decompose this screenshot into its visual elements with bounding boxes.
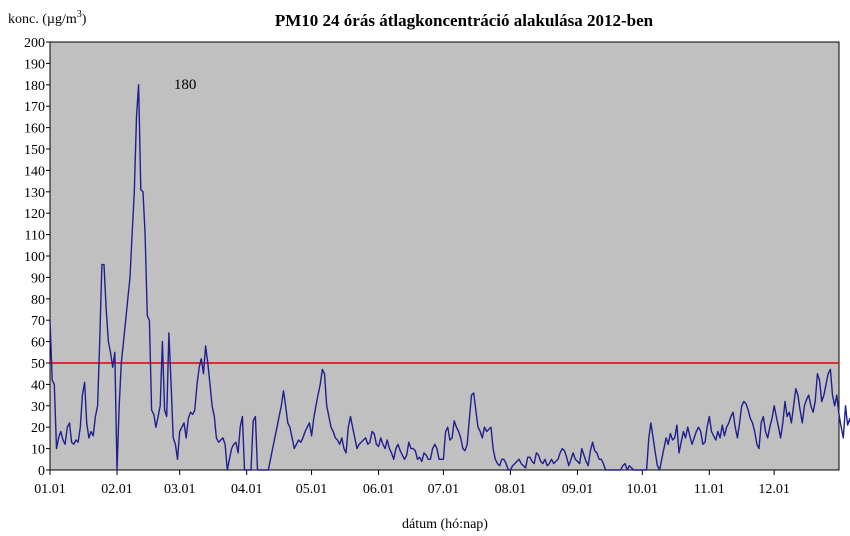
y-axis-label: konc. (µg/m3): [8, 9, 87, 27]
x-tick-label: 09.01: [562, 482, 594, 497]
y-tick-label: 180: [24, 79, 45, 94]
y-tick-label: 20: [31, 421, 45, 436]
y-axis-label-superscript: 3: [77, 9, 82, 20]
x-axis-label: dátum (hó:nap): [402, 517, 488, 532]
x-tick-label: 07.01: [428, 482, 460, 497]
y-tick-label: 120: [24, 207, 45, 222]
y-axis-label-prefix: konc. (µg/m: [8, 12, 77, 27]
y-tick-label: 190: [24, 57, 45, 72]
y-tick-label: 130: [24, 186, 45, 201]
y-tick-label: 100: [24, 250, 45, 265]
x-tick-label: 12.01: [758, 482, 790, 497]
chart-title: PM10 24 órás átlagkoncentráció alakulása…: [275, 11, 654, 30]
x-tick-label: 02.01: [101, 482, 133, 497]
y-tick-label: 160: [24, 122, 45, 137]
y-tick-label: 200: [24, 36, 45, 51]
y-tick-label: 50: [31, 357, 45, 372]
y-axis: 0 10 20 30 40 50 60 70 80 90 100 110 120 130 140 150 160…: [24, 36, 50, 479]
peak-annotation: 180: [174, 77, 197, 93]
series-line-pm10: [49, 84, 850, 471]
y-tick-label: 90: [31, 271, 45, 286]
y-tick-label: 80: [31, 293, 45, 308]
y-tick-label: 70: [31, 314, 45, 329]
x-tick-label: 11.01: [694, 482, 725, 497]
plot-area: [49, 41, 840, 471]
x-axis: 01.01 02.01 03.01 04.01 05.01 06.01 07.01 08.01…: [34, 470, 790, 497]
x-tick-label: 01.01: [34, 482, 66, 497]
x-tick-label: 05.01: [296, 482, 328, 497]
y-tick-label: 60: [31, 336, 45, 351]
y-tick-label: 170: [24, 100, 45, 115]
x-tick-label: 03.01: [164, 482, 196, 497]
x-tick-label: 08.01: [495, 482, 527, 497]
y-tick-label: 40: [31, 378, 45, 393]
x-tick-label: 06.01: [363, 482, 395, 497]
y-axis-label-suffix: ): [82, 12, 87, 27]
y-tick-label: 110: [25, 229, 45, 244]
y-tick-label: 0: [38, 464, 45, 479]
x-tick-label: 04.01: [231, 482, 263, 497]
y-tick-label: 140: [24, 164, 45, 179]
x-tick-label: 10.01: [627, 482, 659, 497]
y-tick-label: 150: [24, 143, 45, 158]
y-tick-label: 30: [31, 400, 45, 415]
y-tick-label: 10: [31, 443, 45, 458]
